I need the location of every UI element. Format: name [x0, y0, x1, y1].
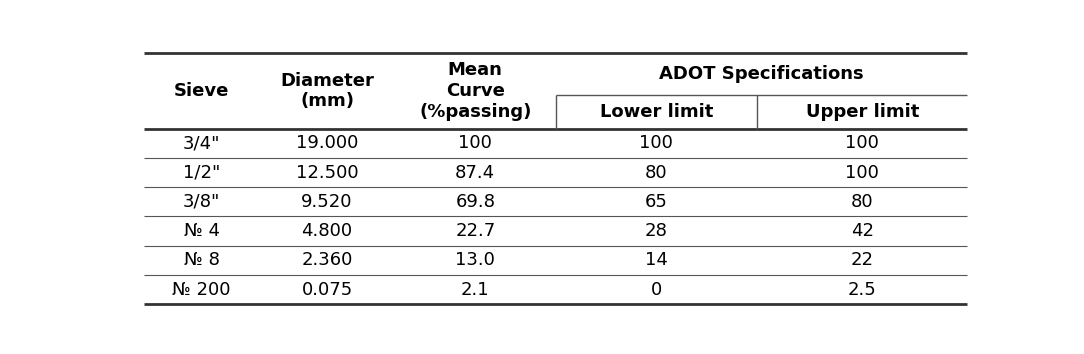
- Text: 13.0: 13.0: [455, 251, 495, 269]
- Text: 2.5: 2.5: [848, 280, 877, 298]
- Text: 0.075: 0.075: [301, 280, 352, 298]
- Text: Diameter
(mm): Diameter (mm): [280, 72, 374, 110]
- Text: Sieve: Sieve: [173, 82, 229, 100]
- Text: 69.8: 69.8: [455, 193, 495, 211]
- Text: 28: 28: [645, 222, 668, 240]
- Text: 2.1: 2.1: [461, 280, 490, 298]
- Text: Mean
Curve
(%passing): Mean Curve (%passing): [420, 61, 531, 121]
- Text: 3/8": 3/8": [183, 193, 220, 211]
- Text: 2.360: 2.360: [301, 251, 352, 269]
- Text: 9.520: 9.520: [301, 193, 352, 211]
- Text: 65: 65: [645, 193, 668, 211]
- Text: 100: 100: [846, 164, 879, 182]
- Text: 87.4: 87.4: [455, 164, 495, 182]
- Text: № 8: № 8: [183, 251, 219, 269]
- Text: Upper limit: Upper limit: [805, 103, 919, 121]
- Text: 80: 80: [645, 164, 668, 182]
- Text: 22: 22: [851, 251, 874, 269]
- Text: 42: 42: [851, 222, 874, 240]
- Text: 0: 0: [650, 280, 662, 298]
- Text: 19.000: 19.000: [296, 134, 359, 152]
- Text: 100: 100: [846, 134, 879, 152]
- Text: № 4: № 4: [183, 222, 220, 240]
- Text: 14: 14: [645, 251, 668, 269]
- Text: 3/4": 3/4": [183, 134, 220, 152]
- Text: 4.800: 4.800: [301, 222, 352, 240]
- Text: 100: 100: [640, 134, 673, 152]
- Text: 1/2": 1/2": [183, 164, 220, 182]
- Text: № 200: № 200: [172, 280, 231, 298]
- Text: 100: 100: [459, 134, 492, 152]
- Text: 12.500: 12.500: [296, 164, 359, 182]
- Text: 80: 80: [851, 193, 874, 211]
- Text: 22.7: 22.7: [455, 222, 495, 240]
- Text: ADOT Specifications: ADOT Specifications: [659, 65, 864, 83]
- Text: Lower limit: Lower limit: [599, 103, 713, 121]
